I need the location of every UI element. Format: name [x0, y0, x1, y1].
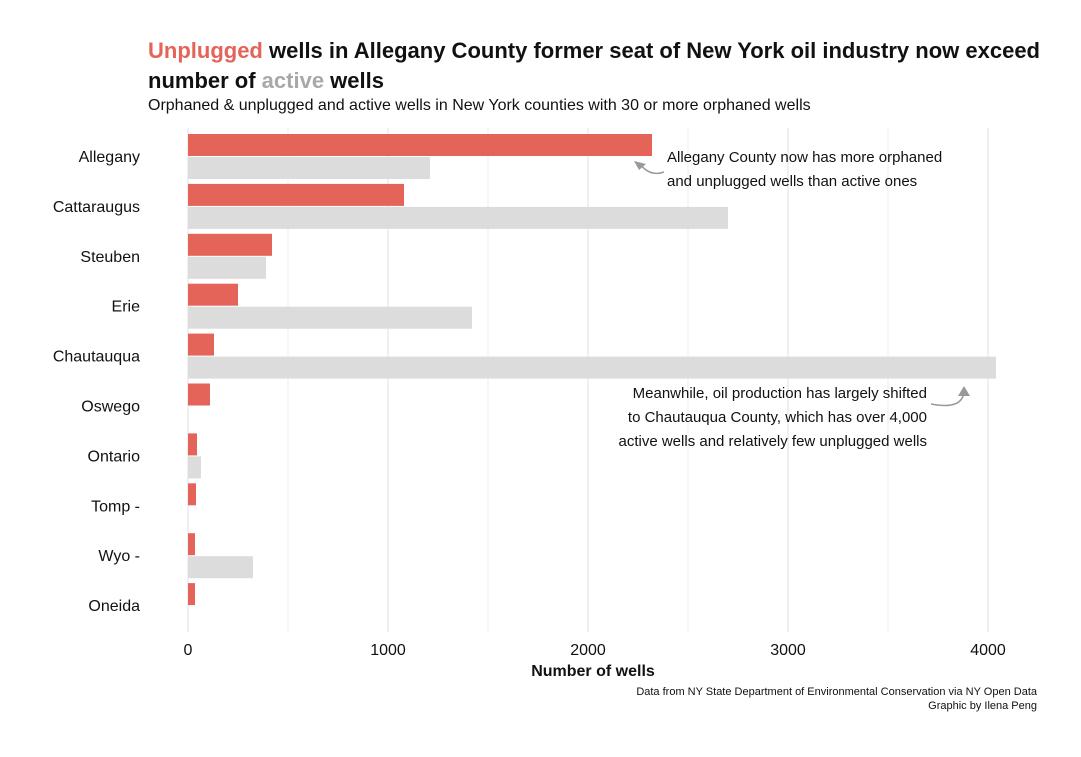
title-highlight-unplugged: Unplugged — [148, 38, 263, 63]
chart-subtitle: Orphaned & unplugged and active wells in… — [148, 97, 811, 114]
bar-unplugged — [188, 433, 197, 456]
bar-unplugged — [188, 333, 214, 356]
category-label: Cattaraugus — [53, 199, 140, 216]
arrow-chautauqua — [930, 391, 965, 407]
bar-active — [188, 456, 201, 479]
x-tick-label: 1000 — [370, 642, 406, 659]
bar-unplugged — [188, 533, 195, 556]
category-label: Ontario — [88, 448, 141, 465]
chart-title: Unplugged wells in Allegany County forme… — [148, 36, 1048, 96]
bar-unplugged — [188, 283, 238, 306]
bar-active — [188, 556, 253, 579]
category-label: Allegany — [79, 149, 140, 166]
category-label: Oswego — [81, 399, 140, 416]
bar-unplugged — [188, 583, 195, 606]
bar-unplugged — [188, 183, 404, 206]
caption-source: Data from NY State Department of Environ… — [636, 686, 1037, 698]
bar-active — [188, 306, 472, 329]
x-tick-label: 2000 — [570, 642, 606, 659]
category-labels: Allegany Cattaraugus Steuben Erie Chautauqua… — [53, 149, 140, 615]
x-axis-label: Number of wells — [531, 663, 655, 680]
title-highlight-active: active — [261, 68, 325, 93]
bars — [188, 134, 996, 606]
category-label: Wyo - — [98, 548, 140, 565]
caption-credit: Graphic by Ilena Peng — [928, 700, 1037, 712]
category-label: Steuben — [80, 249, 140, 266]
annotation-allegany: Allegany County now has more orphaned and… — [667, 149, 942, 190]
bar-active — [188, 256, 266, 279]
bar-unplugged — [188, 483, 196, 506]
annotation-chautauqua: Meanwhile, oil production has largely sh… — [619, 385, 928, 450]
x-tick-label: 0 — [184, 642, 193, 659]
arrowhead-chautauqua — [958, 386, 970, 396]
bar-active — [188, 157, 430, 179]
annotations: Allegany County now has more orphaned and… — [619, 149, 970, 450]
caption: Data from NY State Department of Environ… — [636, 685, 1037, 713]
title-text-2: wells — [324, 68, 384, 93]
title-text-1: wells in Allegany County former seat of … — [148, 38, 1040, 93]
category-label: Tomp - — [91, 498, 140, 515]
arrowhead-allegany — [634, 161, 646, 170]
x-tick-label: 3000 — [770, 642, 806, 659]
x-tick-label: 4000 — [970, 642, 1006, 659]
category-label: Chautauqua — [53, 349, 140, 366]
bar-unplugged — [188, 383, 210, 406]
bar-active — [188, 206, 728, 229]
category-label: Oneida — [88, 598, 140, 615]
bar-unplugged — [188, 134, 652, 156]
x-tick-labels: 0 1000 2000 3000 4000 — [184, 642, 1006, 659]
bar-unplugged — [188, 233, 272, 256]
bar-active — [188, 356, 996, 379]
category-label: Erie — [112, 299, 141, 316]
